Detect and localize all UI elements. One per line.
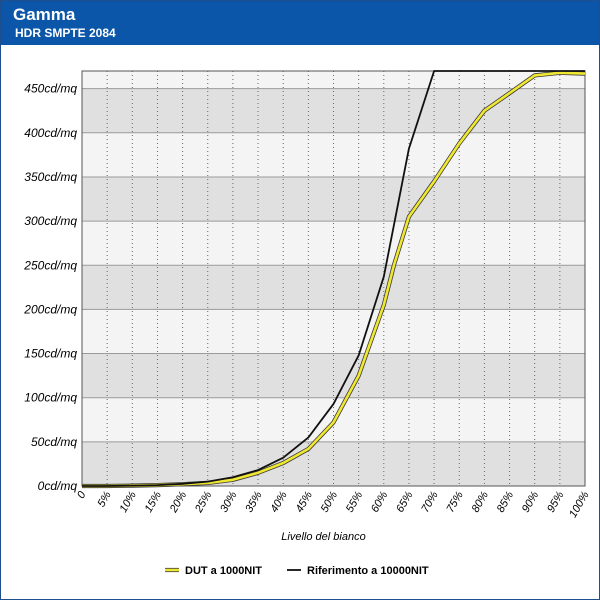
y-tick-label: 350cd/mq (24, 170, 77, 184)
x-axis-label: Livello del bianco (281, 531, 365, 543)
x-tick-label: 55% (344, 489, 366, 514)
series-lines (82, 70, 586, 489)
header-bar: Gamma HDR SMPTE 2084 (1, 1, 599, 45)
x-tick-label: 40% (268, 489, 290, 514)
x-tick-label: 5% (95, 489, 113, 509)
legend: DUT a 1000NIT Riferimento a 10000NIT (165, 565, 429, 577)
plot-border (81, 70, 586, 487)
plot-background (82, 71, 585, 486)
y-tick-label: 200cd/mq (23, 302, 77, 316)
y-tick-label: 150cd/mq (24, 347, 77, 361)
plot-band (82, 88, 585, 133)
x-tick-label: 65% (394, 489, 416, 514)
y-tick-label: 250cd/mq (23, 258, 77, 272)
x-tick-label: 95% (545, 489, 567, 514)
y-tick-label: 0cd/mq (38, 479, 78, 493)
x-tick-label: 85% (495, 489, 517, 514)
x-tick-label: 90% (520, 489, 542, 514)
x-tick-label: 70% (419, 489, 441, 514)
chart-subtitle: HDR SMPTE 2084 (15, 26, 116, 40)
y-tick-label: 300cd/mq (24, 214, 77, 228)
y-tick-label: 400cd/mq (24, 126, 77, 140)
x-tick-label: 80% (470, 489, 492, 514)
x-tick-label: 75% (444, 489, 466, 514)
series-line-reference (82, 70, 585, 487)
x-tick-label: 15% (143, 489, 165, 514)
x-tick-label: 45% (294, 489, 316, 514)
x-tick-label: 10% (117, 489, 139, 514)
y-tick-label: 450cd/mq (24, 82, 77, 96)
x-tick-label: 0 (75, 489, 89, 501)
x-tick-label: 20% (167, 489, 189, 515)
x-tick-label: 50% (319, 489, 341, 514)
y-tick-label: 50cd/mq (31, 435, 77, 449)
x-tick-label: 25% (192, 489, 214, 515)
x-tick-label: 100% (567, 489, 592, 520)
y-tick-label: 100cd/mq (24, 391, 77, 405)
legend-label: Riferimento a 10000NIT (307, 565, 429, 577)
x-tick-label: 60% (369, 489, 391, 514)
x-axis-ticks: 0 5% 10% 15% 20% 25% 30% 35% 40% 45% 50% 55% 60% 65% 7… (75, 489, 592, 520)
x-tick-label: 35% (243, 489, 265, 514)
x-tick-label: 30% (218, 489, 240, 514)
y-axis-ticks: 0cd/mq 50cd/mq 100cd/mq 150cd/mq 200cd/mq 250… (23, 82, 77, 493)
legend-label: DUT a 1000NIT (185, 565, 262, 577)
chart-title: Gamma (13, 5, 76, 24)
